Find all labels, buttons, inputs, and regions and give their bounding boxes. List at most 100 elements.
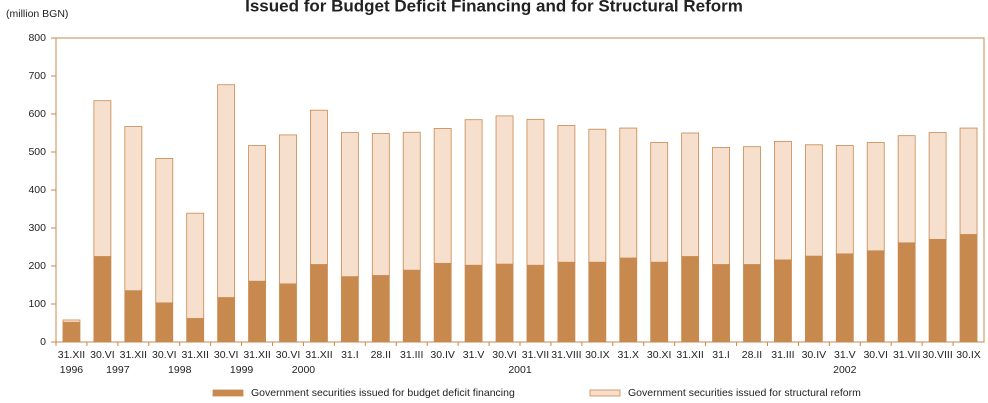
bar-segment [959,127,978,235]
bar-segment [928,132,947,240]
bar-segment [340,132,359,278]
y-axis-label: (million BGN) [6,8,68,20]
bar-segment [371,132,390,276]
bar-segment [588,261,607,343]
bar-segment [62,319,81,323]
x-tick-label: 30.IX [956,349,981,361]
bar-segment [526,264,545,343]
bar-segment [495,263,514,343]
bar-segment [279,134,297,285]
x-tick-label: 30.VI [492,349,517,361]
bar-segment [310,264,328,343]
bar-segment [619,127,638,259]
year-label: 1998 [168,364,192,376]
bar-segment [866,142,885,252]
bar-segment [712,147,730,265]
bar-segment [681,256,700,343]
bar-segment [526,118,545,266]
x-tick-label: 31.VII [893,349,920,361]
bar-segment [681,132,700,257]
year-label: 2002 [833,364,857,376]
bar-segment [835,145,854,255]
bar-segment [588,128,607,263]
y-tick-label: 800 [28,32,46,44]
x-tick-label: 30.XI [647,349,672,361]
legend-swatch [212,389,244,397]
x-tick-label: 28.II [371,349,391,361]
bar-segment [557,125,576,263]
legend-label: Government securities issued for structu… [628,387,861,399]
bar-segment [712,264,730,343]
x-tick-label: 30.VI [276,349,301,361]
bar-segment [186,318,205,343]
bar-segment [897,135,916,244]
y-tick-label: 700 [28,70,46,82]
bar-segment [124,126,143,292]
bar-segment [279,283,297,343]
bar-segment [464,264,483,343]
bar-segment [897,242,916,343]
bar-segment [743,264,761,343]
chart-title: Issued for Budget Deficit Financing and … [245,0,743,15]
y-tick-label: 500 [28,146,46,158]
bar-segment [93,100,112,257]
bar-segment [774,259,792,343]
x-tick-label: 30.VI [214,349,239,361]
bar-segment [835,253,854,343]
bar-segment [804,255,823,343]
y-tick-label: 0 [40,336,46,348]
bar-segment [804,144,823,257]
bar-segment [248,145,266,282]
bar-segment [650,261,669,343]
x-tick-label: 31.XII [243,349,270,361]
y-tick-label: 200 [28,260,46,272]
x-tick-label: 30.VIII [922,349,952,361]
year-label: 2000 [292,364,316,376]
year-label: 1999 [230,364,254,376]
year-label: 2001 [508,364,532,376]
x-tick-label: 30.IV [430,349,455,361]
x-tick-label: 31.III [771,349,794,361]
bar-segment [959,234,978,343]
bar-segment [928,238,947,343]
bar-segment [310,109,328,265]
x-tick-label: 31.III [400,349,423,361]
x-tick-label: 31.V [834,349,856,361]
year-label: 1997 [106,364,130,376]
x-tick-label: 31.V [463,349,485,361]
x-tick-label: 31.XII [58,349,85,361]
x-tick-label: 31.XII [305,349,332,361]
x-tick-label: 31.VII [522,349,549,361]
x-tick-label: 31.XII [181,349,208,361]
bar-segment [155,302,174,343]
y-tick-label: 300 [28,222,46,234]
x-tick-label: 31.XII [676,349,703,361]
bar-segment [217,297,236,343]
bar-segment [155,158,174,304]
x-tick-label: 31.VIII [551,349,581,361]
x-tick-label: 31.X [617,349,639,361]
bar-segment [433,262,452,343]
bar-segment [402,269,421,343]
x-tick-label: 30.VI [90,349,115,361]
bar-segment [866,250,885,343]
bar-segment [186,212,205,319]
x-tick-label: 30.IV [802,349,827,361]
x-tick-label: 30.VI [863,349,888,361]
bar-segment [774,140,792,261]
year-label: 1996 [60,364,84,376]
bar-segment [340,276,359,343]
bar-segment [650,142,669,263]
legend-label: Government securities issued for budget … [251,387,515,399]
legend-swatch [589,389,621,397]
x-tick-label: 30.IX [585,349,610,361]
x-tick-label: 31.I [712,349,730,361]
y-tick-label: 100 [28,298,46,310]
bar-segment [433,128,452,264]
x-tick-label: 28.II [742,349,762,361]
bar-segment [743,146,761,265]
x-tick-label: 31.XII [120,349,147,361]
bar-segment [217,84,236,298]
y-tick-label: 600 [28,108,46,120]
